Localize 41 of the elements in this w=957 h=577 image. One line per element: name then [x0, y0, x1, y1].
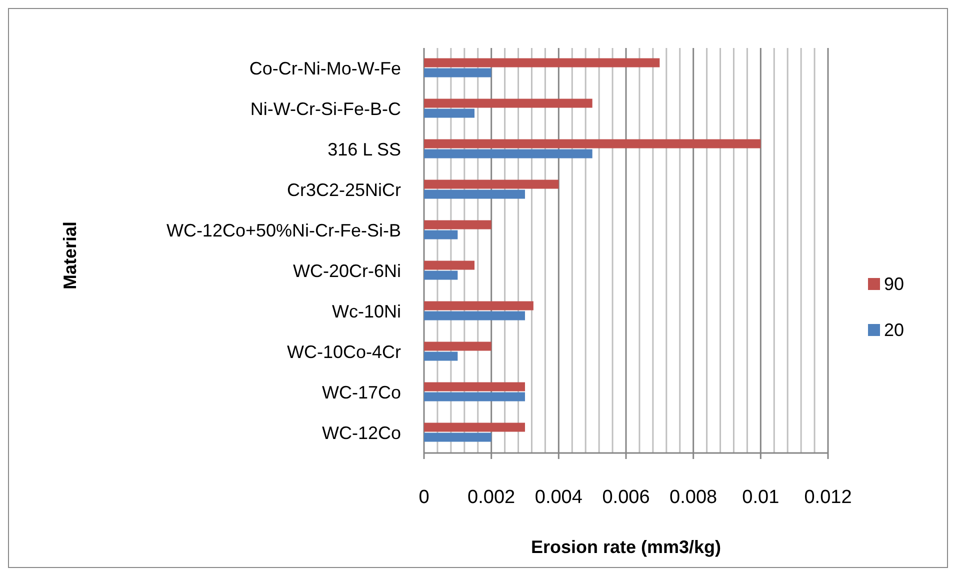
- bar: [424, 220, 492, 230]
- x-tick-label: 0.002: [468, 487, 516, 508]
- y-axis-title: Material: [60, 221, 80, 290]
- bar: [424, 68, 492, 78]
- bar: [424, 149, 592, 158]
- x-tick-label: 0.006: [602, 487, 650, 508]
- bar: [424, 108, 474, 118]
- bar: [424, 139, 761, 148]
- bar: [424, 190, 525, 199]
- y-tick-label: WC-10Co-4Cr: [286, 342, 401, 362]
- legend-label: 90: [884, 274, 904, 294]
- bar: [424, 432, 492, 442]
- x-tick-label: 0.008: [670, 487, 718, 508]
- x-tick-label: 0.012: [804, 487, 852, 508]
- x-tick-label: 0.01: [742, 487, 780, 508]
- bar: [424, 301, 534, 310]
- bar: [424, 58, 660, 68]
- bar: [424, 311, 525, 320]
- bar: [424, 180, 559, 189]
- bar: [424, 382, 525, 392]
- y-tick-label: 316 L SS: [328, 139, 401, 160]
- y-tick-label: Co-Cr-Ni-Mo-W-Fe: [249, 58, 401, 78]
- bar: [424, 98, 592, 108]
- y-tick-label: WC-17Co: [322, 382, 401, 402]
- x-tick-label: 0: [418, 487, 430, 508]
- y-tick-label: Wc-10Ni: [332, 301, 401, 322]
- y-tick-label: Ni-W-Cr-Si-Fe-B-C: [250, 98, 401, 119]
- bar: [424, 422, 525, 432]
- x-axis-title: Erosion rate (mm3/kg): [530, 537, 722, 557]
- x-tick-label: 0.004: [534, 487, 583, 508]
- y-tick-label: WC-12Co: [322, 422, 401, 443]
- legend-label: 20: [884, 320, 904, 340]
- bar: [424, 230, 458, 240]
- y-tick-label: Cr3C2-25NiCr: [286, 180, 401, 200]
- bar: [424, 352, 458, 361]
- y-tick-label: WC-20Cr-6Ni: [293, 260, 401, 281]
- y-tick-label: WC-12Co+50%Ni-Cr-Fe-Si-B: [166, 220, 401, 240]
- bar: [424, 270, 458, 280]
- bar: [424, 392, 525, 402]
- bar: [424, 260, 474, 270]
- bar: [424, 342, 492, 351]
